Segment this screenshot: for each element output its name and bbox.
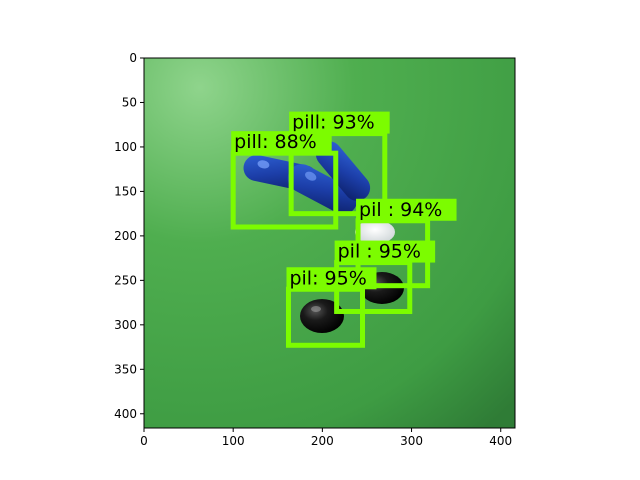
y-tick-label: 150 [114, 184, 137, 198]
detection-label-bg [356, 198, 457, 221]
detection-label-bg [231, 131, 332, 154]
detection-label-bg [286, 267, 377, 290]
detection-label: pill: 88% [234, 131, 317, 153]
detection-label-bg [289, 111, 390, 134]
y-tick-label: 400 [114, 407, 137, 421]
black-pill-2 [300, 299, 344, 333]
y-tick-label: 0 [129, 51, 137, 65]
white-pill [355, 220, 395, 244]
y-tick-label: 300 [114, 318, 137, 332]
detection-label-bg [334, 240, 436, 263]
x-tick-label: 300 [400, 434, 423, 448]
detection-boxes: pill: 93%pill: 88% pil : 94% pil : 95% pil:… [230, 111, 457, 348]
detection-label: pil : 94% [359, 199, 442, 221]
x-tick-label: 100 [222, 434, 245, 448]
y-tick-label: 50 [122, 95, 137, 109]
x-axis-ticks: 0 100 200 300 400 [140, 428, 512, 448]
x-tick-label: 0 [140, 434, 148, 448]
x-tick-label: 400 [489, 434, 512, 448]
y-tick-label: 200 [114, 229, 137, 243]
y-tick-label: 350 [114, 362, 137, 376]
axes-frame [143, 57, 516, 429]
y-tick-label: 250 [114, 273, 137, 287]
y-axis-ticks: 0 50 100 150 200 250 300 350 400 [114, 51, 144, 421]
blue-capsule-3 [315, 141, 371, 201]
detection-label: pil : 95% [338, 241, 421, 263]
y-tick-label: 100 [114, 140, 137, 154]
x-tick-label: 200 [311, 434, 334, 448]
detection-label: pill: 93% [292, 112, 375, 134]
blue-capsule-2 [287, 164, 358, 215]
detection-label: pil: 95% [289, 267, 366, 289]
